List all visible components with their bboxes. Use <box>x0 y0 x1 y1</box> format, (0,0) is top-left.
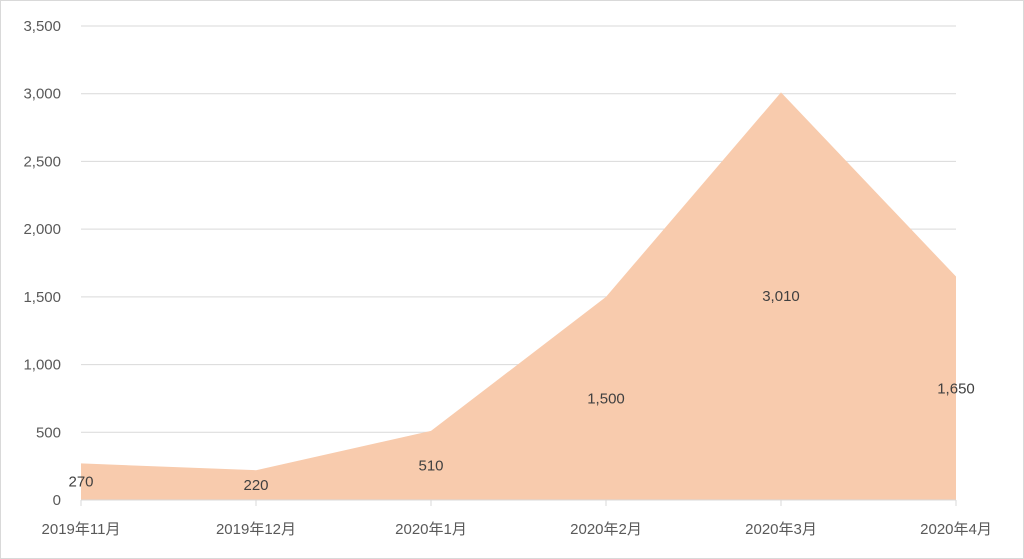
y-tick-label: 1,000 <box>23 357 61 374</box>
x-tick-label: 2020年1月 <box>395 521 467 538</box>
x-tick-label: 2019年12月 <box>216 521 296 538</box>
y-tick-label: 1,500 <box>23 289 61 306</box>
area-series <box>81 92 956 501</box>
y-tick-label: 0 <box>53 492 61 509</box>
y-axis-tick-labels: 0 500 1,000 1,500 2,000 2,500 3,000 3,500 <box>23 18 61 509</box>
data-label: 270 <box>68 474 93 491</box>
x-tick-label: 2020年3月 <box>745 521 817 538</box>
x-tick-label: 2020年2月 <box>570 521 642 538</box>
data-label: 1,650 <box>937 380 975 397</box>
y-tick-label: 500 <box>36 424 61 441</box>
data-label: 1,500 <box>587 390 625 407</box>
area-series-fill <box>81 92 956 501</box>
data-label: 3,010 <box>762 288 800 305</box>
x-axis-tick-labels: 2019年11月 2019年12月 2020年1月 2020年2月 2020年3月 202… <box>42 521 992 538</box>
y-tick-label: 3,000 <box>23 86 61 103</box>
x-tick-label: 2020年4月 <box>920 521 992 538</box>
data-labels: 270 220 510 1,500 3,010 1,650 <box>68 288 974 494</box>
x-axis <box>80 499 957 506</box>
y-tick-label: 3,500 <box>23 18 61 35</box>
x-tick-label: 2019年11月 <box>42 521 121 538</box>
data-label: 220 <box>243 477 268 494</box>
y-tick-label: 2,500 <box>23 153 61 170</box>
gridlines <box>81 25 956 433</box>
y-tick-label: 2,000 <box>23 221 61 238</box>
data-label: 510 <box>418 457 443 474</box>
